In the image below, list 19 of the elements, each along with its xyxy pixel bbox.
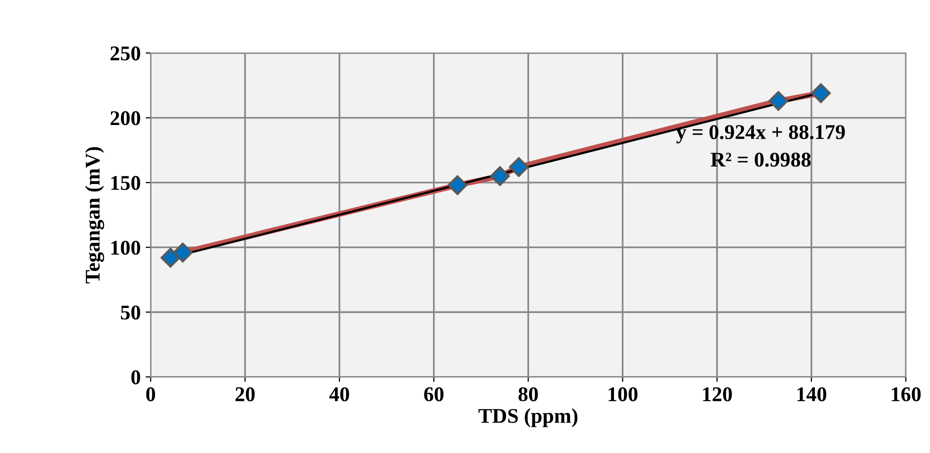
y-tick-label: 150 xyxy=(111,176,140,190)
x-tick-label: 40 xyxy=(329,387,350,402)
x-tick-label: 60 xyxy=(424,387,444,402)
x-tick-label: 80 xyxy=(518,387,538,402)
y-tick-label: 100 xyxy=(111,240,140,255)
x-tick-label: 20 xyxy=(236,387,255,402)
y-tick-label: 200 xyxy=(110,111,140,126)
x-tick-label: 100 xyxy=(608,387,638,402)
annotation: R² = 0.9988 xyxy=(710,152,811,167)
x-tick-label: 140 xyxy=(797,387,826,402)
y-tick-label: 0 xyxy=(131,370,140,384)
y-tick-label: 50 xyxy=(120,305,140,320)
annotation: y = 0.924x + 88.179 xyxy=(676,125,845,144)
x-axis-title: TDS (ppm) xyxy=(478,408,578,428)
y-tick-label: 250 xyxy=(110,46,140,60)
x-tick-label: 160 xyxy=(892,387,921,402)
x-tick-label: 0 xyxy=(146,387,156,402)
x-tick-label: 120 xyxy=(703,387,732,402)
y-axis-title: Tegangan (mV) xyxy=(85,147,104,284)
